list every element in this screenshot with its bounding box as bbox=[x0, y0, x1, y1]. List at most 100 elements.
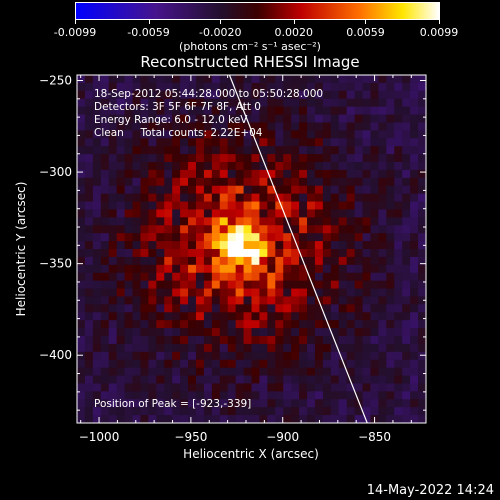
heatmap-cell bbox=[291, 312, 300, 321]
heatmap-cell bbox=[362, 98, 371, 108]
heatmap-cell bbox=[140, 177, 149, 187]
heatmap-cell bbox=[418, 138, 426, 147]
heatmap-cell bbox=[211, 82, 221, 92]
heatmap-cell bbox=[299, 351, 308, 361]
heatmap-cell bbox=[235, 217, 245, 226]
heatmap-cell bbox=[235, 249, 245, 258]
heatmap-cell bbox=[330, 383, 340, 392]
heatmap-cell bbox=[330, 130, 340, 139]
heatmap-cell bbox=[330, 328, 340, 337]
heatmap-cell bbox=[164, 154, 173, 163]
heatmap-cell bbox=[299, 162, 308, 171]
heatmap-cell bbox=[180, 336, 189, 345]
heatmap-cell bbox=[92, 98, 102, 108]
heatmap-cell bbox=[77, 209, 86, 218]
heatmap-cell bbox=[140, 367, 149, 377]
heatmap-cell bbox=[307, 225, 316, 234]
heatmap-cell bbox=[148, 304, 157, 313]
heatmap-cell bbox=[402, 90, 411, 100]
heatmap-cell bbox=[251, 304, 260, 313]
heatmap-cell bbox=[219, 383, 229, 392]
heatmap-cell bbox=[116, 343, 126, 353]
heatmap-cell bbox=[77, 375, 86, 384]
heatmap-cell bbox=[338, 90, 348, 100]
heatmap-cell bbox=[164, 146, 173, 155]
heatmap-cell bbox=[243, 399, 252, 408]
heatmap-cell bbox=[211, 217, 221, 226]
heatmap-cell bbox=[227, 162, 237, 171]
heatmap-cell bbox=[219, 256, 229, 266]
heatmap-cell bbox=[195, 241, 205, 250]
heatmap-cell bbox=[402, 399, 411, 408]
heatmap-cell bbox=[227, 312, 237, 321]
heatmap-cell bbox=[92, 367, 102, 377]
time-range-annotation: 18-Sep-2012 05:44:28.000 to 05:50:28.000 bbox=[94, 88, 324, 100]
heatmap-cell bbox=[84, 280, 94, 290]
heatmap-cell bbox=[259, 399, 268, 408]
heatmap-cell bbox=[275, 209, 284, 218]
heatmap-cell bbox=[307, 383, 316, 392]
heatmap-cell bbox=[299, 375, 308, 384]
heatmap-cell bbox=[156, 399, 165, 408]
heatmap-cell bbox=[338, 201, 348, 210]
heatmap-cell bbox=[243, 415, 252, 423]
heatmap-cell bbox=[402, 122, 411, 131]
heatmap-cell bbox=[386, 209, 395, 218]
heatmap-cell bbox=[283, 415, 292, 423]
heatmap-cell bbox=[180, 146, 189, 155]
heatmap-cell bbox=[283, 391, 292, 400]
heatmap-cell bbox=[251, 98, 260, 108]
heatmap-cell bbox=[132, 288, 141, 297]
heatmap-cell bbox=[402, 391, 411, 400]
heatmap-cell bbox=[132, 264, 141, 274]
colorbar-tick-mark bbox=[220, 20, 222, 24]
heatmap-cell bbox=[291, 391, 300, 400]
heatmap-cell bbox=[330, 415, 340, 423]
heatmap-cell bbox=[291, 233, 300, 242]
heatmap-cell bbox=[330, 185, 340, 195]
heatmap-cell bbox=[132, 256, 141, 266]
heatmap-cell bbox=[227, 146, 237, 155]
heatmap-cell bbox=[164, 201, 173, 210]
heatmap-cell bbox=[132, 241, 141, 250]
heatmap-cell bbox=[386, 98, 395, 108]
heatmap-cell bbox=[180, 383, 189, 392]
heatmap-cell bbox=[148, 280, 157, 290]
heatmap-cell bbox=[402, 169, 411, 179]
heatmap-cell bbox=[172, 272, 181, 282]
heatmap-cell bbox=[180, 391, 189, 400]
heatmap-cell bbox=[354, 312, 364, 321]
heatmap-cell bbox=[211, 351, 221, 361]
heatmap-cell bbox=[362, 391, 371, 400]
heatmap-cell bbox=[211, 209, 221, 218]
heatmap-cell bbox=[251, 241, 260, 250]
heatmap-cell bbox=[100, 256, 110, 266]
heatmap-cell bbox=[188, 351, 197, 361]
heatmap-cell bbox=[84, 169, 94, 179]
heatmap-cell bbox=[180, 122, 189, 131]
heatmap-cell bbox=[140, 217, 149, 226]
heatmap-cell bbox=[188, 272, 197, 282]
heatmap-cell bbox=[92, 185, 102, 195]
heatmap-cell bbox=[330, 249, 340, 258]
heatmap-cell bbox=[259, 193, 268, 203]
heatmap-cell bbox=[156, 351, 165, 361]
heatmap-cell bbox=[251, 106, 260, 116]
heatmap-cell bbox=[314, 343, 324, 353]
heatmap-cell bbox=[394, 98, 403, 108]
heatmap-cell bbox=[235, 415, 245, 423]
heatmap-cell bbox=[172, 249, 181, 258]
heatmap-cell bbox=[148, 359, 157, 369]
heatmap-cell bbox=[77, 343, 86, 353]
heatmap-cell bbox=[410, 233, 419, 242]
heatmap-cell bbox=[267, 75, 276, 84]
heatmap-cell bbox=[235, 98, 245, 108]
heatmap-cell bbox=[346, 304, 356, 313]
heatmap-cell bbox=[243, 343, 252, 353]
heatmap-cell bbox=[124, 256, 134, 266]
heatmap-cell bbox=[140, 90, 149, 100]
heatmap-cell bbox=[116, 383, 126, 392]
heatmap-cell bbox=[195, 233, 205, 242]
heatmap-cell bbox=[140, 106, 149, 116]
heatmap-cell bbox=[346, 225, 356, 234]
